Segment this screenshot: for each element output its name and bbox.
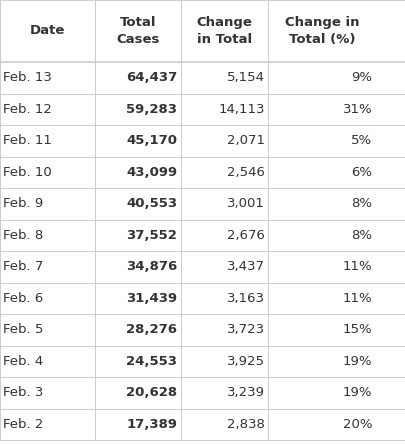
Text: 3,239: 3,239	[226, 386, 264, 399]
Text: 20%: 20%	[342, 418, 371, 431]
Text: Total
Cases: Total Cases	[116, 16, 159, 46]
Text: 20,628: 20,628	[126, 386, 177, 399]
Text: Feb. 13: Feb. 13	[3, 71, 52, 84]
Text: 34,876: 34,876	[126, 260, 177, 273]
Text: 11%: 11%	[342, 260, 371, 273]
Text: 64,437: 64,437	[126, 71, 177, 84]
Text: 31,439: 31,439	[126, 292, 177, 305]
Text: Feb. 7: Feb. 7	[3, 260, 43, 273]
Text: 5%: 5%	[350, 134, 371, 147]
Text: 19%: 19%	[342, 386, 371, 399]
Text: 28,276: 28,276	[126, 323, 177, 336]
Text: Feb. 12: Feb. 12	[3, 103, 52, 116]
Text: 8%: 8%	[350, 229, 371, 242]
Text: Feb. 3: Feb. 3	[3, 386, 43, 399]
Text: Feb. 10: Feb. 10	[3, 166, 52, 179]
Text: Feb. 2: Feb. 2	[3, 418, 43, 431]
Text: 2,071: 2,071	[226, 134, 264, 147]
Text: 3,001: 3,001	[226, 197, 264, 210]
Text: 14,113: 14,113	[217, 103, 264, 116]
Text: 6%: 6%	[350, 166, 371, 179]
Text: 31%: 31%	[342, 103, 371, 116]
Text: 59,283: 59,283	[126, 103, 177, 116]
Text: 3,163: 3,163	[226, 292, 264, 305]
Text: 2,676: 2,676	[226, 229, 264, 242]
Text: 3,925: 3,925	[226, 355, 264, 368]
Text: 43,099: 43,099	[126, 166, 177, 179]
Text: Feb. 9: Feb. 9	[3, 197, 43, 210]
Text: Date: Date	[30, 24, 65, 37]
Text: Change
in Total: Change in Total	[196, 16, 252, 46]
Text: 2,546: 2,546	[226, 166, 264, 179]
Text: 40,553: 40,553	[126, 197, 177, 210]
Text: Feb. 8: Feb. 8	[3, 229, 43, 242]
Text: 15%: 15%	[342, 323, 371, 336]
Text: 19%: 19%	[342, 355, 371, 368]
Text: 3,723: 3,723	[226, 323, 264, 336]
Text: 8%: 8%	[350, 197, 371, 210]
Text: 9%: 9%	[350, 71, 371, 84]
Text: 11%: 11%	[342, 292, 371, 305]
Text: 2,838: 2,838	[226, 418, 264, 431]
Text: Feb. 6: Feb. 6	[3, 292, 43, 305]
Text: 24,553: 24,553	[126, 355, 177, 368]
Text: Feb. 11: Feb. 11	[3, 134, 52, 147]
Text: 37,552: 37,552	[126, 229, 177, 242]
Text: 3,437: 3,437	[226, 260, 264, 273]
Text: Change in
Total (%): Change in Total (%)	[284, 16, 358, 46]
Text: 45,170: 45,170	[126, 134, 177, 147]
Text: 17,389: 17,389	[126, 418, 177, 431]
Text: 5,154: 5,154	[226, 71, 264, 84]
Text: Feb. 4: Feb. 4	[3, 355, 43, 368]
Text: Feb. 5: Feb. 5	[3, 323, 43, 336]
